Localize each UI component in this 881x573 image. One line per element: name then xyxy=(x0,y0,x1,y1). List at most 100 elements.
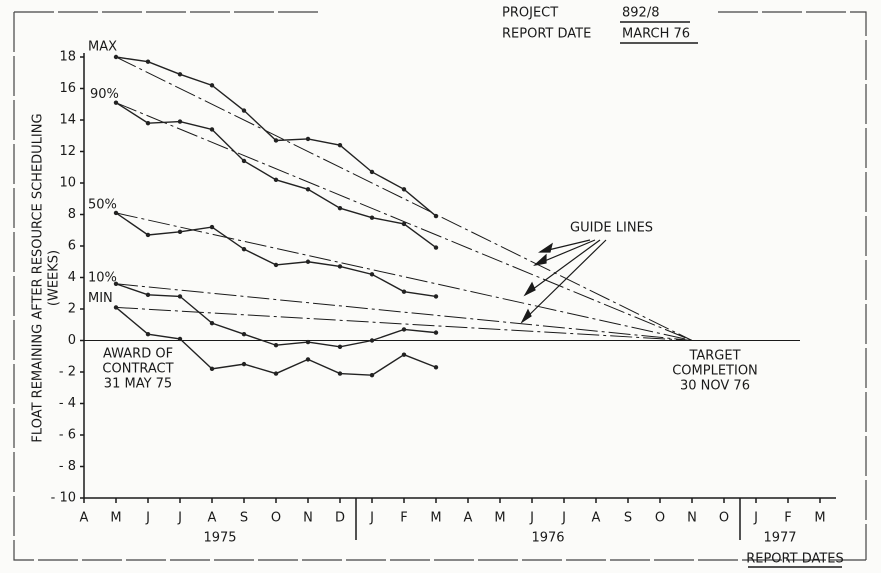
data-point xyxy=(337,143,343,148)
x-tick-label: M xyxy=(814,511,825,526)
x-tick-label: S xyxy=(624,511,632,526)
data-point xyxy=(369,338,375,343)
data-point xyxy=(177,294,183,299)
y-tick-label: 10 xyxy=(59,176,76,191)
data-point xyxy=(241,361,247,367)
x-tick-label: J xyxy=(177,511,182,526)
y-tick-label: - 8 xyxy=(59,459,76,474)
data-point xyxy=(177,336,183,342)
data-point xyxy=(177,229,183,235)
year-label: 1977 xyxy=(763,531,796,546)
year-label: 1975 xyxy=(203,531,236,546)
y-tick-label: 8 xyxy=(68,207,76,222)
x-tick-label: A xyxy=(592,511,601,526)
data-point xyxy=(113,54,119,60)
report-date-label: REPORT DATE xyxy=(502,27,591,42)
target-annotation: 30 NOV 76 xyxy=(680,379,750,394)
x-tick-label: J xyxy=(753,511,758,526)
data-point xyxy=(401,352,407,357)
data-point xyxy=(273,371,279,376)
data-point xyxy=(145,120,151,126)
x-tick-label: M xyxy=(430,511,441,526)
data-point xyxy=(337,371,343,376)
x-tick-label: J xyxy=(369,511,374,526)
x-axis-label: REPORT DATES xyxy=(746,552,844,567)
data-point xyxy=(273,262,279,268)
data-point xyxy=(401,289,407,294)
y-tick-label: 0 xyxy=(68,333,76,348)
project: 892/8 xyxy=(622,6,659,21)
data-point xyxy=(241,332,247,337)
y-tick-label: - 6 xyxy=(59,428,76,443)
x-tick-label: A xyxy=(208,511,217,526)
y-tick-label: - 4 xyxy=(59,396,76,411)
data-point xyxy=(209,83,215,88)
y-axis-label: FLOAT REMAINING AFTER RESOURCE SCHEDULIN… xyxy=(31,113,46,442)
data-point xyxy=(273,177,279,183)
y-axis-label: (WEEKS) xyxy=(47,250,62,306)
data-point xyxy=(433,365,439,370)
x-tick-label: A xyxy=(80,511,89,526)
guide-line xyxy=(115,306,693,341)
data-point xyxy=(241,108,247,113)
data-point xyxy=(433,245,439,250)
data-point xyxy=(145,232,151,238)
y-tick-label: 18 xyxy=(59,50,76,65)
data-point xyxy=(209,366,215,372)
x-tick-label: J xyxy=(529,511,534,526)
data-point xyxy=(273,138,279,143)
data-point xyxy=(401,187,407,192)
data-point xyxy=(241,246,247,252)
x-tick-label: F xyxy=(400,511,407,526)
x-tick-label: M xyxy=(110,511,121,526)
data-point xyxy=(337,206,343,211)
data-point xyxy=(369,215,375,220)
data-point xyxy=(433,213,439,219)
guide-label: GUIDE LINES xyxy=(570,221,653,236)
x-tick-label: F xyxy=(784,511,791,526)
x-tick-label: N xyxy=(687,511,697,526)
data-point xyxy=(433,330,439,335)
award-annotation: CONTRACT xyxy=(102,362,173,377)
y-tick-label: - 10 xyxy=(51,491,76,506)
frame xyxy=(13,11,867,561)
data-point xyxy=(401,221,407,227)
data-point xyxy=(145,292,151,298)
x-tick-label: O xyxy=(271,511,281,526)
data-point xyxy=(337,344,343,349)
data-point xyxy=(209,224,215,230)
guide-line xyxy=(115,56,693,341)
data-point xyxy=(177,119,183,124)
y-tick-label: 12 xyxy=(59,144,76,159)
data-point xyxy=(305,259,311,264)
x-tick-label: J xyxy=(561,511,566,526)
data-point xyxy=(113,210,119,216)
project-label: PROJECT xyxy=(502,6,558,21)
data-point xyxy=(305,357,311,362)
data-point xyxy=(369,169,375,175)
data-point xyxy=(145,332,151,337)
target-annotation: TARGET xyxy=(688,349,740,364)
report-date: MARCH 76 xyxy=(622,27,690,42)
series-label: MAX xyxy=(88,40,117,55)
x-tick-label: M xyxy=(494,511,505,526)
data-point xyxy=(273,343,279,348)
data-point xyxy=(113,305,119,310)
data-point xyxy=(113,281,119,286)
data-point xyxy=(369,372,375,378)
data-point xyxy=(369,272,375,277)
data-point xyxy=(113,100,119,105)
guide-arrows xyxy=(520,239,607,324)
award-annotation: 31 MAY 75 xyxy=(104,377,172,392)
y-tick-label: 6 xyxy=(68,239,76,254)
x-tick-label: N xyxy=(303,511,313,526)
y-tick-label: 14 xyxy=(59,113,76,128)
y-tick-label: 2 xyxy=(68,302,76,317)
series-label: 90% xyxy=(90,87,119,102)
data-point xyxy=(145,59,151,64)
x-tick-label: O xyxy=(655,511,665,526)
data-point xyxy=(177,72,183,77)
